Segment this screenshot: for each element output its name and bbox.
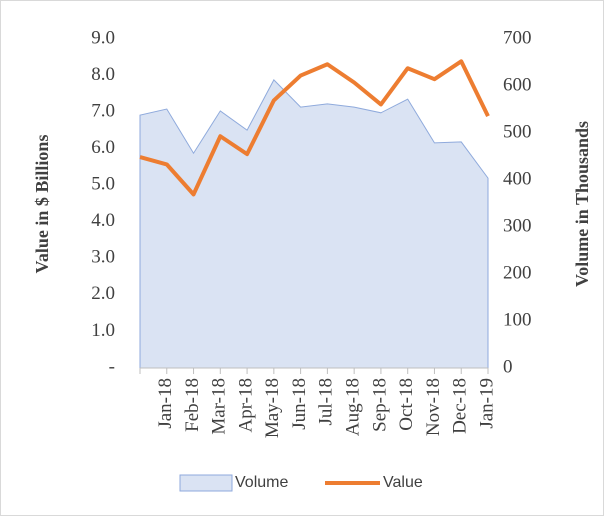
y-tick-label: - xyxy=(109,356,115,377)
x-tick-label: Jul-18 xyxy=(316,378,337,426)
area xyxy=(139,79,489,369)
y-tick-label: 4.0 xyxy=(91,210,115,231)
x-tick-label: May-18 xyxy=(262,378,283,438)
y-tick-label: 2.0 xyxy=(91,283,115,304)
y-tick-label: 8.0 xyxy=(91,64,115,85)
y-tick-label: 1.0 xyxy=(91,320,115,341)
y-axis-title: Value in $ Billions xyxy=(32,135,52,274)
x-tick-label: Sep-18 xyxy=(369,378,390,432)
y-tick-label: 9.0 xyxy=(91,27,115,48)
legend-label: Value xyxy=(383,474,423,491)
y2-tick-label: 400 xyxy=(503,168,532,189)
y-tick-label: 3.0 xyxy=(91,247,115,268)
y2-tick-label: 600 xyxy=(503,74,532,95)
y2-tick-label: 300 xyxy=(503,215,532,236)
legend-swatch xyxy=(179,474,233,492)
x-tick-label: Mar-18 xyxy=(209,378,230,435)
x-tick-label: Dec-18 xyxy=(450,378,471,434)
x-tick-label: Jan-18 xyxy=(155,378,176,429)
x-tick-label: Jun-18 xyxy=(289,378,310,430)
y-tick-label: 6.0 xyxy=(91,137,115,158)
y2-tick-label: 500 xyxy=(503,121,532,142)
y2-tick-label: 200 xyxy=(503,262,532,283)
y2-tick-label: 0 xyxy=(503,356,513,377)
x-tick-label: Nov-18 xyxy=(423,378,444,436)
y2-axis-title: Volume in Thousands xyxy=(572,121,592,287)
y-tick-label: 5.0 xyxy=(91,174,115,195)
legend-label: Volume xyxy=(235,474,288,491)
x-tick-label: Feb-18 xyxy=(182,378,203,432)
y2-tick-label: 100 xyxy=(503,309,532,330)
x-tick-label: Oct-18 xyxy=(396,378,417,431)
line xyxy=(139,59,490,197)
x-tick-label: Apr-18 xyxy=(235,378,256,433)
x-tick-label: Jan-19 xyxy=(476,378,497,429)
y2-tick-label: 700 xyxy=(503,27,532,48)
x-tick-label: Aug-18 xyxy=(343,378,364,436)
y-tick-label: 7.0 xyxy=(91,100,115,121)
